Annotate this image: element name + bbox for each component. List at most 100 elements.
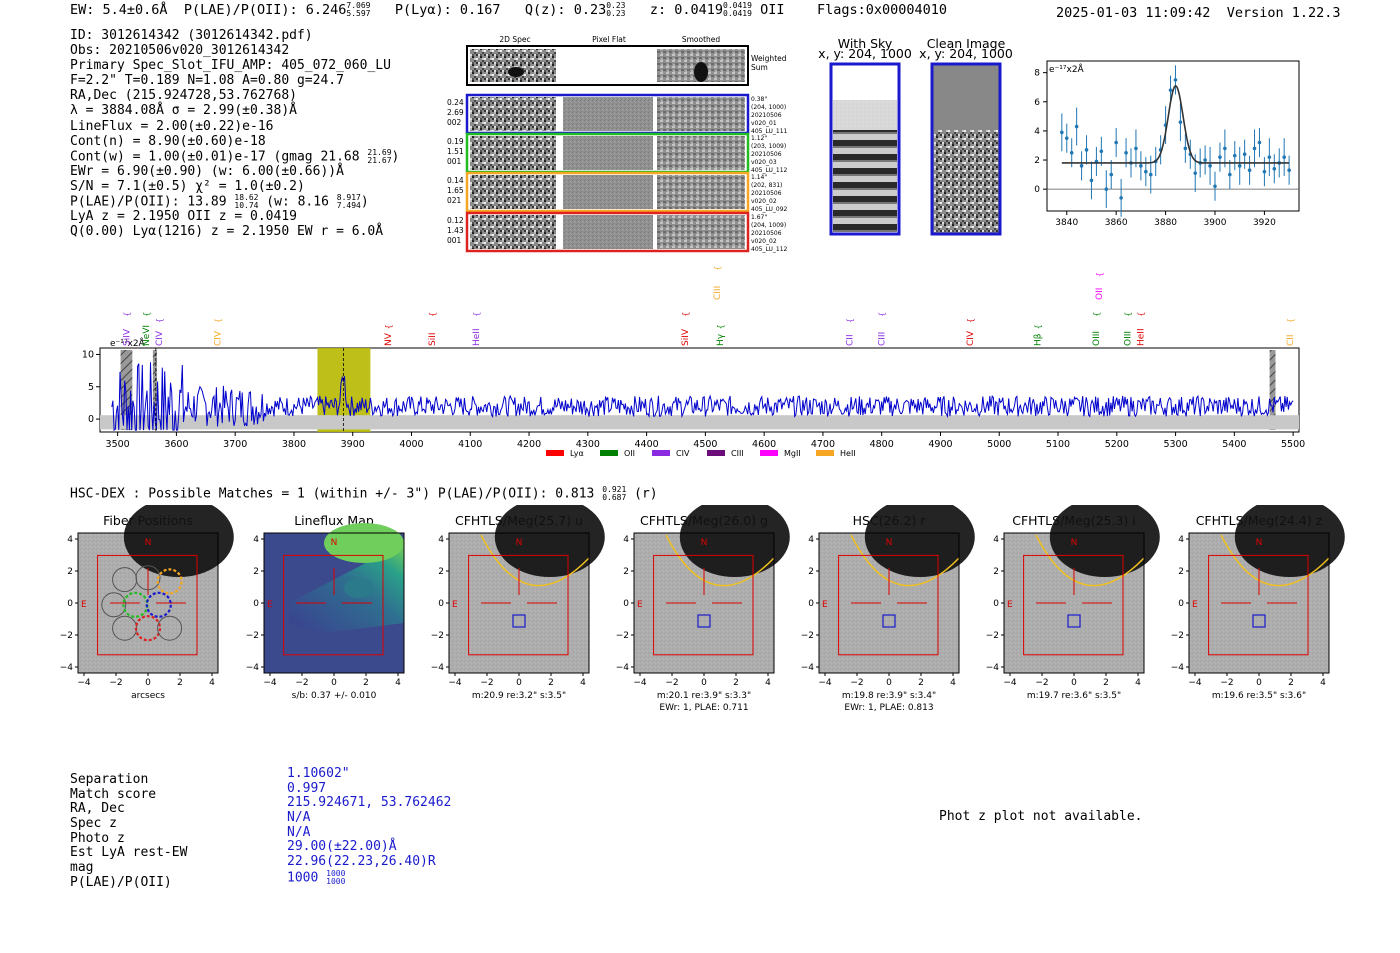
hsc-lo: 0.687 (602, 493, 627, 502)
line-marker-brace: { (214, 318, 223, 323)
y-tick-label: 2 (623, 567, 629, 577)
error-band (100, 415, 1299, 430)
spectrum-legend: Lyα OII CIV CIII MgII HeII (546, 449, 856, 458)
y-tick-label: −4 (986, 663, 1000, 673)
fiber-circle (134, 615, 162, 642)
x-tick-label: 4 (1320, 678, 1326, 688)
legend-label: HeII (840, 449, 856, 458)
fiber-gap (653, 175, 657, 209)
fiber-pixel-flat (563, 175, 653, 209)
aperture-box (283, 554, 384, 656)
x-tick-label: −4 (633, 678, 647, 688)
legend-label: Lyα (570, 449, 584, 458)
fiber-pixel-flat (563, 136, 653, 170)
zoom-y-tick-label: 0 (1034, 185, 1040, 195)
line-marker-label: NV (384, 332, 394, 346)
spec-x-tick-label: 4200 (517, 439, 541, 450)
x-tick-label: −2 (850, 678, 863, 688)
spec-x-tick-label: 5300 (1163, 439, 1187, 450)
bright-source (1234, 505, 1345, 577)
header-ew: EW: 5.4±0.6Å (70, 2, 168, 18)
y-tick-label: 0 (808, 599, 814, 609)
bright-source (679, 505, 790, 577)
fiber-smoothed (657, 215, 745, 249)
line-marker-brace: { (1123, 312, 1132, 317)
y-tick-label: 0 (993, 599, 999, 609)
y-tick-label: 2 (1178, 567, 1184, 577)
x-tick-label: 0 (886, 678, 892, 688)
header-z-line: OII (760, 2, 785, 18)
summary-gmag-lo: 21.67 (367, 155, 392, 165)
imaging-panel: CFHTLS/Meg(25.7) uNE−4−4−2−2002244m:20.9… (431, 505, 605, 701)
fiber-2d-spec (470, 136, 556, 170)
fiber-right-label: v020_02 (751, 238, 777, 245)
fiber-right-label: (202, 831) (751, 182, 782, 189)
match-box (1252, 614, 1266, 628)
hsc-band: (r) (634, 486, 658, 502)
north-label: N (145, 538, 152, 548)
hsc-text: HSC-DEX : Possible Matches = 1 (within +… (70, 486, 595, 502)
east-label: E (1192, 600, 1198, 610)
east-label: E (81, 600, 87, 610)
line-marker-brace: { (681, 312, 690, 317)
header-z-lo: 0.0419 (723, 9, 752, 18)
galaxy-ellipse-arc (480, 534, 590, 587)
line-marker-label: CII (1286, 334, 1296, 346)
header-qz-lo: 0.23 (606, 9, 626, 18)
imaging-caption-2: EWr: 1, PLAE: 0.711 (659, 703, 748, 713)
spec-x-tick-label: 4500 (693, 439, 717, 450)
fiber-right-label: 405_LU_111 (751, 128, 788, 135)
imaging-panel: CFHTLS/Meg(24.4) zNE−4−4−2−2002244m:19.6… (1171, 505, 1345, 701)
fiber-gap (559, 97, 563, 131)
east-label: E (637, 600, 643, 610)
imaging-caption: s/b: 0.37 +/- 0.010 (292, 691, 377, 701)
match-value: N/A (287, 824, 311, 840)
y-tick-label: −2 (246, 631, 259, 641)
east-label: E (822, 600, 828, 610)
fiber-right-label: 405_LU_112 (751, 246, 788, 253)
spec-x-tick-label: 3900 (341, 439, 365, 450)
aperture-box (653, 554, 754, 656)
match-label: Match score (70, 786, 157, 802)
legend-swatch (652, 450, 670, 456)
y-tick-label: 4 (438, 535, 444, 545)
line-marker-label: CIV (966, 330, 976, 346)
legend-swatch (816, 450, 834, 456)
x-tick-label: 4 (580, 678, 586, 688)
zoom-data-point (1203, 158, 1207, 162)
zoom-y-tick-label: 4 (1034, 127, 1040, 137)
x-tick-label: 2 (177, 678, 183, 688)
match-value: N/A (287, 810, 311, 826)
match-table-values: 1.10602" 0.997 215.924671, 53.762462 N/A… (287, 766, 451, 885)
y-tick-label: −4 (431, 663, 445, 673)
fiber-right-label: (204, 1000) (751, 104, 786, 111)
y-tick-label: 2 (808, 567, 814, 577)
y-tick-label: 2 (438, 567, 444, 577)
summary-lineflux: LineFlux = 2.00(±0.22)e-16 (70, 118, 274, 134)
fiber-right-label: v020_02 (751, 198, 777, 205)
aperture-box (97, 554, 198, 656)
x-tick-label: 2 (1288, 678, 1294, 688)
zoom-data-point (1109, 172, 1114, 177)
spec-x-tick-label: 4600 (752, 439, 776, 450)
spec-y-tick-label: 10 (82, 349, 94, 360)
line-marker-brace: { (1136, 312, 1145, 317)
north-label: N (516, 538, 523, 548)
line-marker-brace: { (1095, 272, 1104, 277)
y-tick-label: −4 (246, 663, 260, 673)
match-box (1067, 614, 1081, 628)
with-sky-sub: x, y: 204, 1000 (818, 46, 912, 61)
fiber-smoothed (657, 136, 745, 170)
zoom-data-point (1084, 148, 1089, 152)
line-marker-label: Hβ (1033, 333, 1043, 346)
header-version: Version 1.22.3 (1226, 5, 1341, 21)
zoom-line-fit-chart: e⁻¹⁷x2Å 3840 3860 3880 3900 3920 0 2 4 6 8 (1034, 60, 1300, 228)
header-plae-lo: 5.597 (346, 9, 371, 18)
fiber-right-label: 1.12" (751, 135, 767, 142)
spec-x-tick-label: 5100 (1046, 439, 1070, 450)
fiber-smoothed (657, 175, 745, 209)
zoom-x-tick-label: 3880 (1154, 218, 1177, 228)
imaging-caption: m:20.1 re:3.9" s:3.3" (657, 691, 751, 701)
